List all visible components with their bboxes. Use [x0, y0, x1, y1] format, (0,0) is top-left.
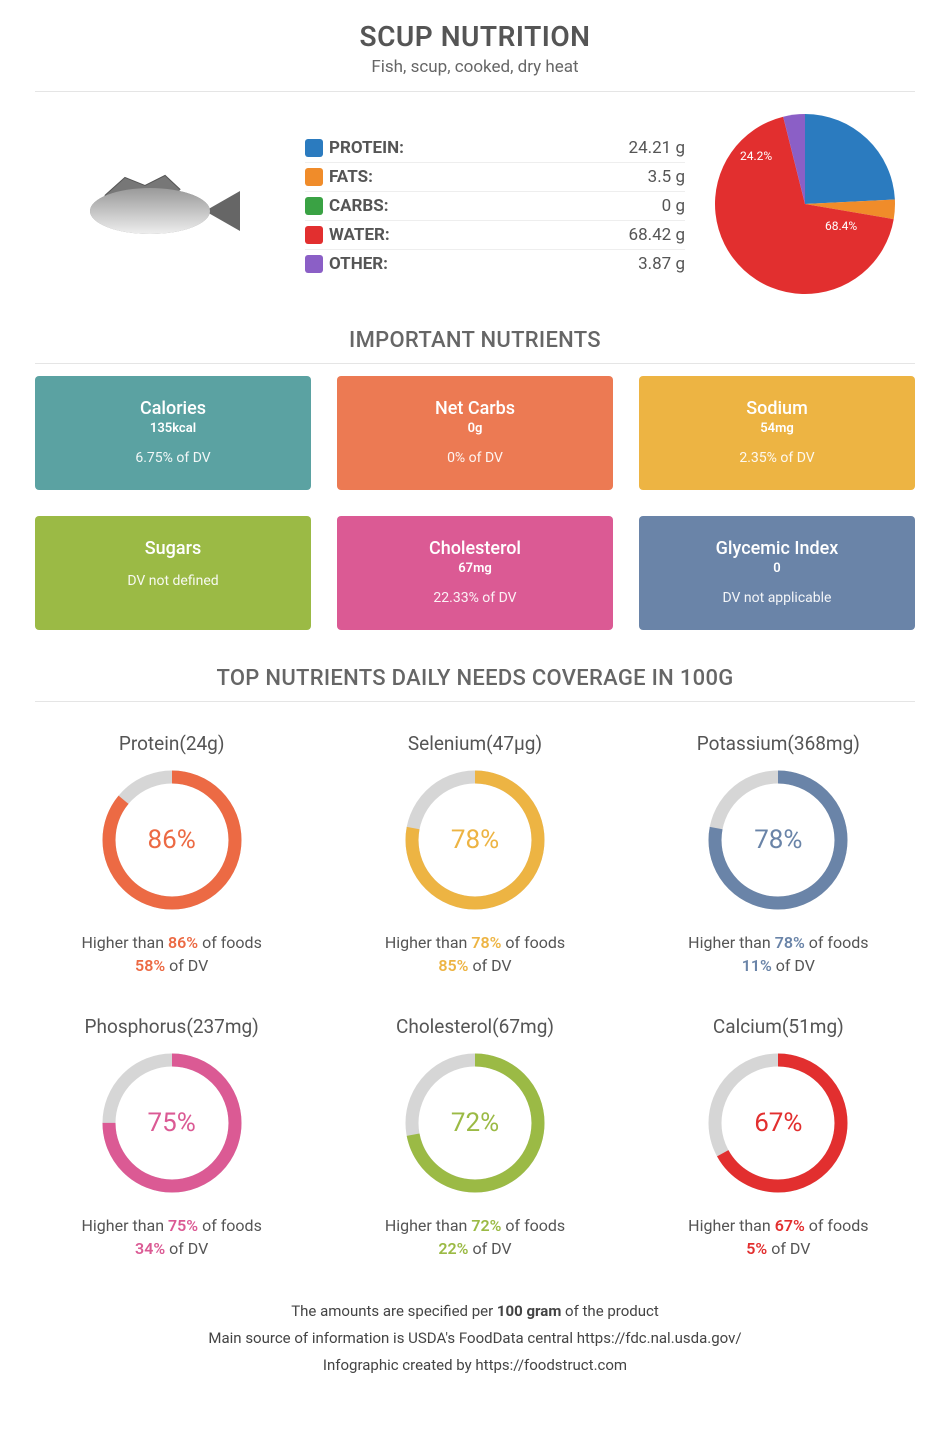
card-value: 135kcal [45, 421, 301, 436]
card-value: 67mg [347, 561, 603, 576]
macro-row: OTHER: 3.87 g [305, 250, 685, 278]
ring-higher-line: Higher than 78% of foods [642, 933, 915, 952]
macro-row: PROTEIN: 24.21 g [305, 134, 685, 163]
card-dv: DV not applicable [649, 590, 905, 606]
nutrient-ring: Protein(24g) 86% Higher than 86% of food… [35, 732, 308, 975]
ring-dv-line: 34% of DV [35, 1239, 308, 1258]
macro-table: PROTEIN: 24.21 g FATS: 3.5 g CARBS: 0 g … [305, 134, 685, 278]
card-title: Cholesterol [347, 538, 603, 559]
card-value: 0g [347, 421, 603, 436]
nutrient-ring: Cholesterol(67mg) 72% Higher than 72% of… [338, 1015, 611, 1258]
section-title-rings: TOP NUTRIENTS DAILY NEEDS COVERAGE IN 10… [35, 666, 915, 691]
macro-row: FATS: 3.5 g [305, 163, 685, 192]
color-swatch [305, 255, 323, 273]
ring-percent: 75% [148, 1108, 196, 1138]
macro-label: OTHER: [329, 254, 638, 274]
card-title: Sodium [649, 398, 905, 419]
color-swatch [305, 226, 323, 244]
macro-label: CARBS: [329, 196, 662, 216]
page-subtitle: Fish, scup, cooked, dry heat [35, 57, 915, 77]
macro-value: 24.21 g [629, 138, 685, 158]
ring-higher-line: Higher than 78% of foods [338, 933, 611, 952]
nutrient-ring: Phosphorus(237mg) 75% Higher than 75% of… [35, 1015, 308, 1258]
macro-label: WATER: [329, 225, 629, 245]
ring-dv-line: 5% of DV [642, 1239, 915, 1258]
ring-percent: 78% [451, 825, 499, 855]
macro-row: WATER: 68.42 g [305, 221, 685, 250]
footer-line: Infographic created by https://foodstruc… [35, 1352, 915, 1379]
nutrient-ring: Potassium(368mg) 78% Higher than 78% of … [642, 732, 915, 975]
nutrient-card: Calories 135kcal 6.75% of DV [35, 376, 311, 490]
ring-higher-line: Higher than 86% of foods [35, 933, 308, 952]
overview-row: PROTEIN: 24.21 g FATS: 3.5 g CARBS: 0 g … [35, 104, 915, 308]
nutrient-cards-row: Calories 135kcal 6.75% of DVNet Carbs 0g… [35, 376, 915, 490]
footer-line: The amounts are specified per 100 gram o… [35, 1298, 915, 1325]
ring-percent: 78% [754, 825, 802, 855]
card-title: Glycemic Index [649, 538, 905, 559]
macro-value: 0 g [662, 196, 685, 216]
macro-value: 68.42 g [629, 225, 685, 245]
ring-dv-line: 58% of DV [35, 956, 308, 975]
ring-dv-line: 11% of DV [642, 956, 915, 975]
color-swatch [305, 197, 323, 215]
section-title-nutrients: IMPORTANT NUTRIENTS [35, 328, 915, 353]
divider [35, 363, 915, 364]
nutrient-ring: Selenium(47µg) 78% Higher than 78% of fo… [338, 732, 611, 975]
page-title: SCUP NUTRITION [35, 20, 915, 53]
ring-dv-line: 85% of DV [338, 956, 611, 975]
nutrient-card: Cholesterol 67mg 22.33% of DV [337, 516, 613, 630]
card-dv: 6.75% of DV [45, 450, 301, 466]
footer-line: Main source of information is USDA's Foo… [35, 1325, 915, 1352]
card-value: 0 [649, 561, 905, 576]
nutrient-card: Sodium 54mg 2.35% of DV [639, 376, 915, 490]
card-dv: DV not defined [45, 573, 301, 589]
card-title: Net Carbs [347, 398, 603, 419]
color-swatch [305, 139, 323, 157]
card-dv: 0% of DV [347, 450, 603, 466]
macro-label: PROTEIN: [329, 138, 629, 158]
ring-name: Phosphorus(237mg) [35, 1015, 308, 1038]
card-title: Calories [45, 398, 301, 419]
ring-higher-line: Higher than 72% of foods [338, 1216, 611, 1235]
nutrient-card: Sugars DV not defined [35, 516, 311, 630]
ring-percent: 86% [148, 825, 196, 855]
macro-value: 3.5 g [648, 167, 685, 187]
nutrient-card: Net Carbs 0g 0% of DV [337, 376, 613, 490]
rings-grid: Protein(24g) 86% Higher than 86% of food… [35, 732, 915, 1258]
ring-percent: 67% [754, 1108, 802, 1138]
pie-slice-label: 24.2% [740, 149, 772, 163]
ring-name: Protein(24g) [35, 732, 308, 755]
fish-icon [70, 156, 250, 256]
pie-slice-label: 68.4% [825, 219, 857, 233]
nutrient-card: Glycemic Index 0 DV not applicable [639, 516, 915, 630]
ring-name: Selenium(47µg) [338, 732, 611, 755]
divider [35, 701, 915, 702]
ring-higher-line: Higher than 67% of foods [642, 1216, 915, 1235]
card-title: Sugars [45, 538, 301, 559]
macro-row: CARBS: 0 g [305, 192, 685, 221]
card-value: 54mg [649, 421, 905, 436]
card-dv: 22.33% of DV [347, 590, 603, 606]
footer: The amounts are specified per 100 gram o… [35, 1298, 915, 1379]
divider [35, 91, 915, 92]
nutrient-ring: Calcium(51mg) 67% Higher than 67% of foo… [642, 1015, 915, 1258]
ring-percent: 72% [451, 1108, 499, 1138]
ring-name: Calcium(51mg) [642, 1015, 915, 1038]
color-swatch [305, 168, 323, 186]
ring-dv-line: 22% of DV [338, 1239, 611, 1258]
composition-pie-chart: 24.2% 68.4% [705, 104, 915, 308]
macro-label: FATS: [329, 167, 648, 187]
ring-name: Potassium(368mg) [642, 732, 915, 755]
ring-name: Cholesterol(67mg) [338, 1015, 611, 1038]
nutrient-cards-row: Sugars DV not definedCholesterol 67mg 22… [35, 516, 915, 630]
card-dv: 2.35% of DV [649, 450, 905, 466]
macro-value: 3.87 g [638, 254, 685, 274]
food-image [35, 156, 285, 256]
ring-higher-line: Higher than 75% of foods [35, 1216, 308, 1235]
